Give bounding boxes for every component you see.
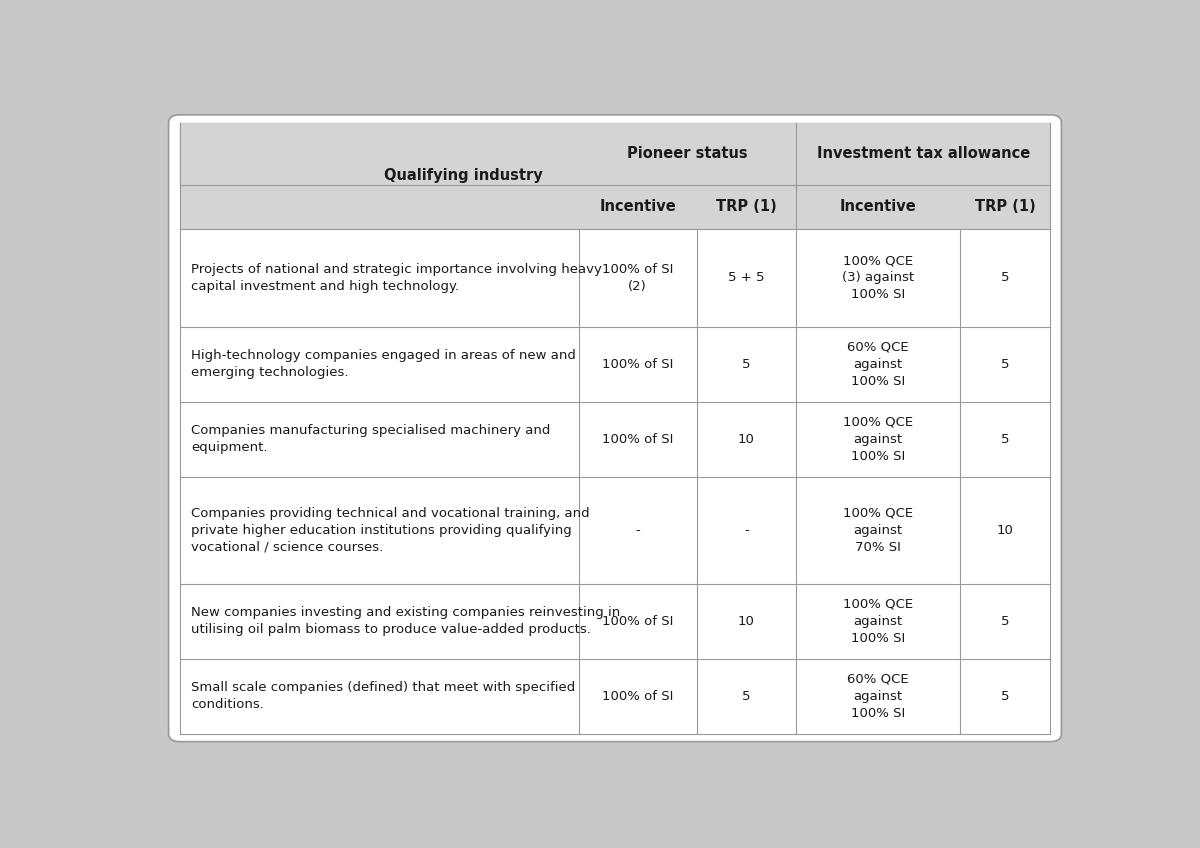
Text: Projects of national and strategic importance involving heavy
capital investment: Projects of national and strategic impor… xyxy=(191,263,601,293)
Text: Incentive: Incentive xyxy=(840,199,917,215)
Text: Companies providing technical and vocational training, and
private higher educat: Companies providing technical and vocati… xyxy=(191,507,589,554)
Text: 100% QCE
against
100% SI: 100% QCE against 100% SI xyxy=(842,416,913,463)
Text: 100% of SI: 100% of SI xyxy=(602,689,673,703)
Text: 5: 5 xyxy=(1001,433,1009,446)
Text: 5: 5 xyxy=(743,689,751,703)
Text: 100% QCE
(3) against
100% SI: 100% QCE (3) against 100% SI xyxy=(842,254,914,301)
Text: Incentive: Incentive xyxy=(599,199,676,215)
FancyBboxPatch shape xyxy=(180,123,1050,185)
Text: 5: 5 xyxy=(1001,615,1009,628)
Text: -: - xyxy=(635,524,640,537)
Text: 5: 5 xyxy=(1001,271,1009,284)
Text: 100% of SI: 100% of SI xyxy=(602,615,673,628)
Text: TRP (1): TRP (1) xyxy=(716,199,776,215)
Text: 100% QCE
against
100% SI: 100% QCE against 100% SI xyxy=(842,598,913,644)
Bar xyxy=(180,123,1050,185)
Text: 10: 10 xyxy=(738,615,755,628)
Text: TRP (1): TRP (1) xyxy=(974,199,1036,215)
Text: Companies manufacturing specialised machinery and
equipment.: Companies manufacturing specialised mach… xyxy=(191,425,551,455)
Text: 10: 10 xyxy=(738,433,755,446)
Text: 100% QCE
against
70% SI: 100% QCE against 70% SI xyxy=(842,507,913,554)
Text: Small scale companies (defined) that meet with specified
conditions.: Small scale companies (defined) that mee… xyxy=(191,681,575,711)
Text: High-technology companies engaged in areas of new and
emerging technologies.: High-technology companies engaged in are… xyxy=(191,349,576,379)
Text: -: - xyxy=(744,524,749,537)
Text: New companies investing and existing companies reinvesting in
utilising oil palm: New companies investing and existing com… xyxy=(191,606,620,636)
Bar xyxy=(180,185,1050,229)
Text: 10: 10 xyxy=(996,524,1013,537)
Text: 5: 5 xyxy=(743,358,751,371)
Text: 60% QCE
against
100% SI: 60% QCE against 100% SI xyxy=(847,672,908,720)
Text: Pioneer status: Pioneer status xyxy=(628,147,748,161)
Text: 60% QCE
against
100% SI: 60% QCE against 100% SI xyxy=(847,341,908,388)
Text: 5 + 5: 5 + 5 xyxy=(728,271,764,284)
Text: Qualifying industry: Qualifying industry xyxy=(384,168,542,183)
Text: Investment tax allowance: Investment tax allowance xyxy=(817,147,1030,161)
Text: 100% of SI: 100% of SI xyxy=(602,433,673,446)
Text: 100% of SI: 100% of SI xyxy=(602,358,673,371)
Text: 100% of SI
(2): 100% of SI (2) xyxy=(602,263,673,293)
FancyBboxPatch shape xyxy=(168,114,1062,742)
Text: 5: 5 xyxy=(1001,358,1009,371)
Text: 5: 5 xyxy=(1001,689,1009,703)
